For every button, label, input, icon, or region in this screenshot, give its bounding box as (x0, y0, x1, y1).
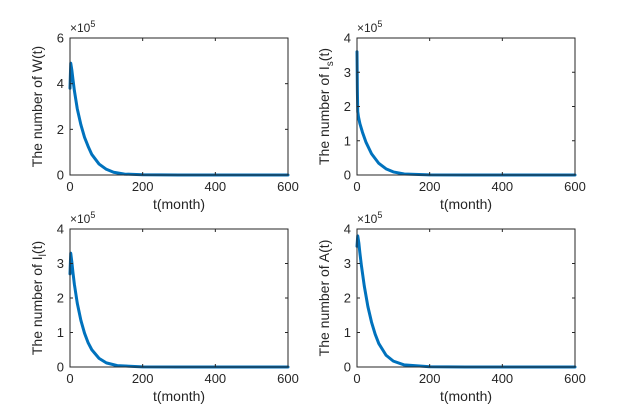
y-exponent-label-is: ×105 (357, 19, 382, 35)
y-tick-label: 0 (57, 360, 64, 375)
x-tick-label: 400 (204, 179, 226, 194)
y-axis-label-il: The number of Il(t) (29, 241, 49, 355)
y-tick-label: 2 (57, 291, 64, 306)
y-axis-label-a: The number of A(t) (316, 240, 332, 357)
subplot-il: 0 200 400 600 0 1 2 3 4 ×105 t(month) The number of… (29, 210, 299, 404)
y-exponent-label-w: ×105 (70, 19, 95, 35)
y-exponent-label-a: ×105 (357, 210, 382, 226)
y-tick-label: 2 (344, 99, 351, 114)
y-tick-label: 2 (344, 291, 351, 306)
x-axis-label-is: t(month) (440, 196, 492, 212)
x-tick-label: 600 (277, 371, 299, 386)
y-tick-label: 4 (344, 31, 351, 46)
x-tick-label: 200 (419, 179, 441, 194)
plot-area-is (357, 38, 575, 175)
x-axis-label-w: t(month) (153, 196, 205, 212)
x-tick-label: 400 (491, 371, 513, 386)
x-axis-label-a: t(month) (440, 388, 492, 404)
subplot-is: 0 200 400 600 0 1 2 3 4 ×105 t(month) The number of… (316, 19, 586, 212)
plot-area-il (70, 229, 288, 367)
y-tick-label: 4 (57, 222, 64, 237)
y-tick-label: 4 (344, 222, 351, 237)
subplot-w: 0 200 400 600 0 2 4 6 ×105 t(month) The number of … (29, 19, 299, 212)
y-tick-label: 3 (57, 256, 64, 271)
plot-area-w (70, 38, 288, 175)
x-tick-label: 0 (353, 371, 360, 386)
y-axis-label-is: The number of Is(t) (316, 48, 336, 165)
y-tick-label: 0 (344, 168, 351, 183)
x-tick-label: 600 (277, 179, 299, 194)
subplot-a: 0 200 400 600 0 1 2 3 4 ×105 t(month) The number of… (316, 210, 586, 404)
x-axis-label-il: t(month) (153, 388, 205, 404)
x-tick-label: 400 (204, 371, 226, 386)
x-tick-label: 600 (564, 371, 586, 386)
x-tick-label: 200 (132, 371, 154, 386)
y-tick-label: 3 (344, 256, 351, 271)
y-tick-label: 1 (344, 133, 351, 148)
y-tick-label: 4 (57, 76, 64, 91)
y-tick-label: 2 (57, 122, 64, 137)
x-tick-label: 0 (66, 179, 73, 194)
plot-area-a (357, 229, 575, 367)
x-tick-label: 200 (419, 371, 441, 386)
x-tick-label: 400 (491, 179, 513, 194)
x-tick-label: 0 (353, 179, 360, 194)
y-tick-label: 1 (57, 325, 64, 340)
y-axis-label-w: The number of W(t) (29, 46, 45, 167)
axes-frame-w (69, 37, 289, 176)
y-tick-label: 0 (344, 360, 351, 375)
y-tick-label: 1 (344, 325, 351, 340)
y-tick-label: 3 (344, 65, 351, 80)
x-tick-label: 0 (66, 371, 73, 386)
x-tick-label: 200 (132, 179, 154, 194)
y-tick-label: 6 (57, 31, 64, 46)
x-tick-label: 600 (564, 179, 586, 194)
y-exponent-label-il: ×105 (70, 210, 95, 226)
y-tick-label: 0 (57, 168, 64, 183)
